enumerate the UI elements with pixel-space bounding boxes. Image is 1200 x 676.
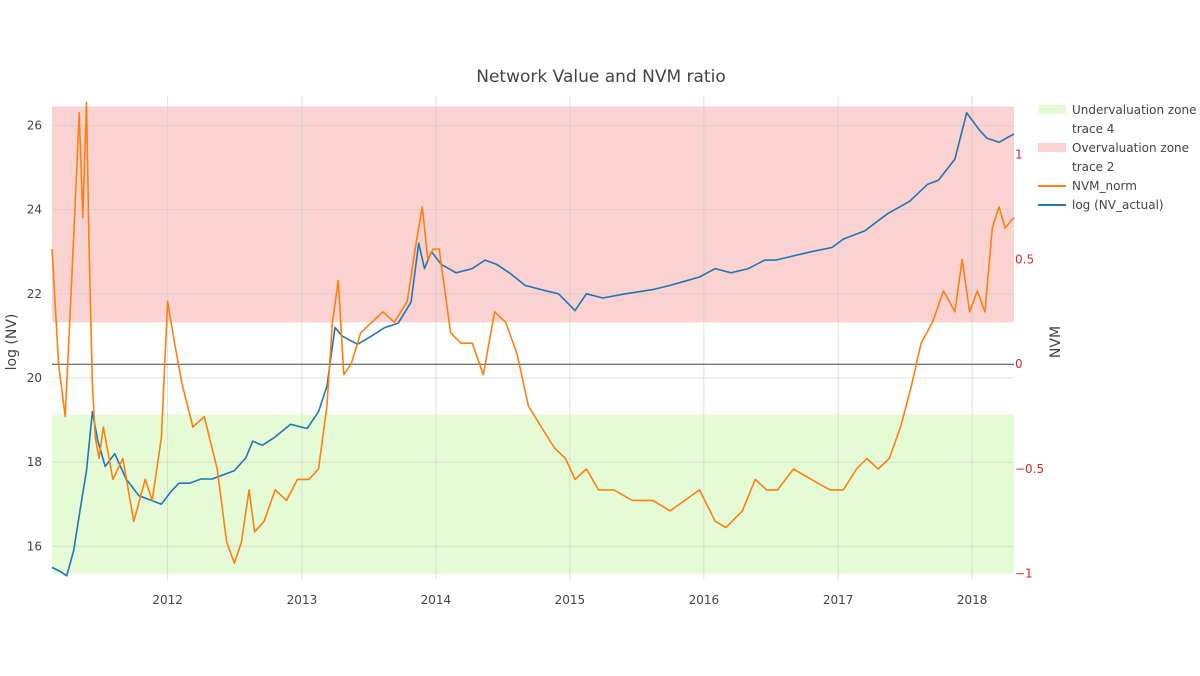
y-right-tick-label: −0.5	[1015, 462, 1044, 476]
x-tick-label: 2014	[421, 593, 452, 607]
y-left-axis-ticks: 16 18 20 22 24 26	[27, 118, 42, 553]
series-layer	[51, 101, 1015, 577]
y-right-axis-ticks: 1 0.5 0 −0.5 −1	[1015, 148, 1044, 581]
grid-layer	[52, 96, 1014, 580]
y-right-tick-label: 0.5	[1015, 252, 1034, 266]
x-axis-ticks: 2012 2013 2014 2015 2016 2017 2018	[152, 593, 987, 607]
legend-item[interactable]: log (NV_actual)	[1038, 198, 1164, 212]
legend-label: Overvaluation zone	[1072, 141, 1189, 155]
y-left-tick-label: 24	[27, 203, 42, 217]
legend-item[interactable]: trace 4	[1072, 122, 1114, 136]
y-left-tick-label: 20	[27, 371, 42, 385]
y-left-tick-label: 16	[27, 539, 42, 553]
zone-undervaluation	[52, 414, 1014, 574]
legend-label: log (NV_actual)	[1072, 198, 1164, 212]
x-tick-label: 2017	[823, 593, 854, 607]
legend-item[interactable]: NVM_norm	[1038, 179, 1137, 193]
legend-label: NVM_norm	[1072, 179, 1137, 193]
legend-item[interactable]: trace 2	[1072, 160, 1114, 174]
y-left-tick-label: 26	[27, 118, 42, 132]
chart-title: Network Value and NVM ratio	[476, 67, 725, 87]
legend-swatch	[1038, 143, 1066, 152]
y-right-tick-label: −1	[1015, 567, 1033, 581]
x-tick-label: 2018	[957, 593, 988, 607]
x-tick-label: 2012	[152, 593, 183, 607]
y-left-tick-label: 22	[27, 287, 42, 301]
legend-label: Undervaluation zone	[1072, 103, 1197, 117]
series-line-nvm-norm	[51, 101, 1015, 565]
legend-item[interactable]: Undervaluation zone	[1038, 103, 1197, 117]
legend-label: trace 2	[1072, 160, 1114, 174]
zone-overvaluation	[52, 106, 1014, 323]
zones-layer	[52, 106, 1014, 574]
legend-item[interactable]: Overvaluation zone	[1038, 141, 1189, 155]
x-tick-label: 2013	[287, 593, 318, 607]
y-right-tick-label: 0	[1015, 357, 1023, 371]
y-right-tick-label: 1	[1015, 148, 1023, 162]
x-tick-label: 2015	[555, 593, 586, 607]
y-left-tick-label: 18	[27, 455, 42, 469]
y-right-axis-title: NVM	[1048, 326, 1064, 358]
legend-label: trace 4	[1072, 122, 1114, 136]
y-left-axis-title: log (NV)	[4, 314, 20, 371]
legend-swatch	[1038, 105, 1066, 114]
legend: Undervaluation zone trace 4 Overvaluation …	[1038, 103, 1197, 212]
x-tick-label: 2016	[689, 593, 720, 607]
